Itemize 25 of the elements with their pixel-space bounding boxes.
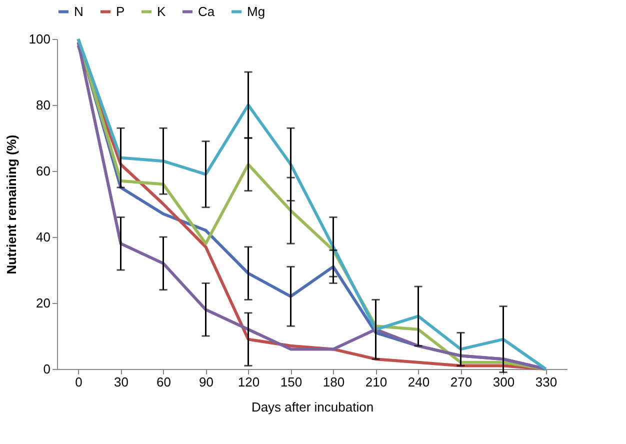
x-tick-label: 330 <box>535 374 558 390</box>
x-tick-label: 60 <box>156 374 171 390</box>
x-tick-label: 240 <box>408 374 430 390</box>
y-tick-label: 20 <box>36 296 50 310</box>
legend-label: Ca <box>198 4 216 19</box>
x-axis-title: Days after incubation <box>251 400 374 414</box>
legend-label: Mg <box>247 4 266 19</box>
y-tick-label: 80 <box>36 98 50 112</box>
legend-label: P <box>116 4 125 19</box>
x-tick-label: 270 <box>450 374 472 390</box>
y-tick-label: 0 <box>43 362 50 376</box>
x-tick-label: 300 <box>492 374 515 390</box>
y-tick-label: 60 <box>36 164 50 178</box>
x-tick-label: 210 <box>365 374 388 390</box>
y-tick-label: 40 <box>36 230 50 244</box>
x-tick-label: 30 <box>114 374 128 390</box>
y-tick-label: 100 <box>28 32 50 46</box>
legend-label: N <box>74 4 84 19</box>
legend-label: K <box>157 4 166 19</box>
x-tick-label: 120 <box>238 374 260 390</box>
x-tick-label: 90 <box>199 374 214 390</box>
x-tick-label: 180 <box>322 374 345 390</box>
x-tick-label: 150 <box>280 374 302 390</box>
x-tick-label: 0 <box>75 374 82 390</box>
y-axis-title: Nutrient remaining (%) <box>4 134 19 274</box>
